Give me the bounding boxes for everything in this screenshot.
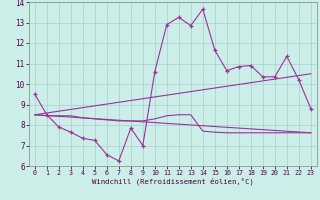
X-axis label: Windchill (Refroidissement éolien,°C): Windchill (Refroidissement éolien,°C) — [92, 178, 254, 185]
